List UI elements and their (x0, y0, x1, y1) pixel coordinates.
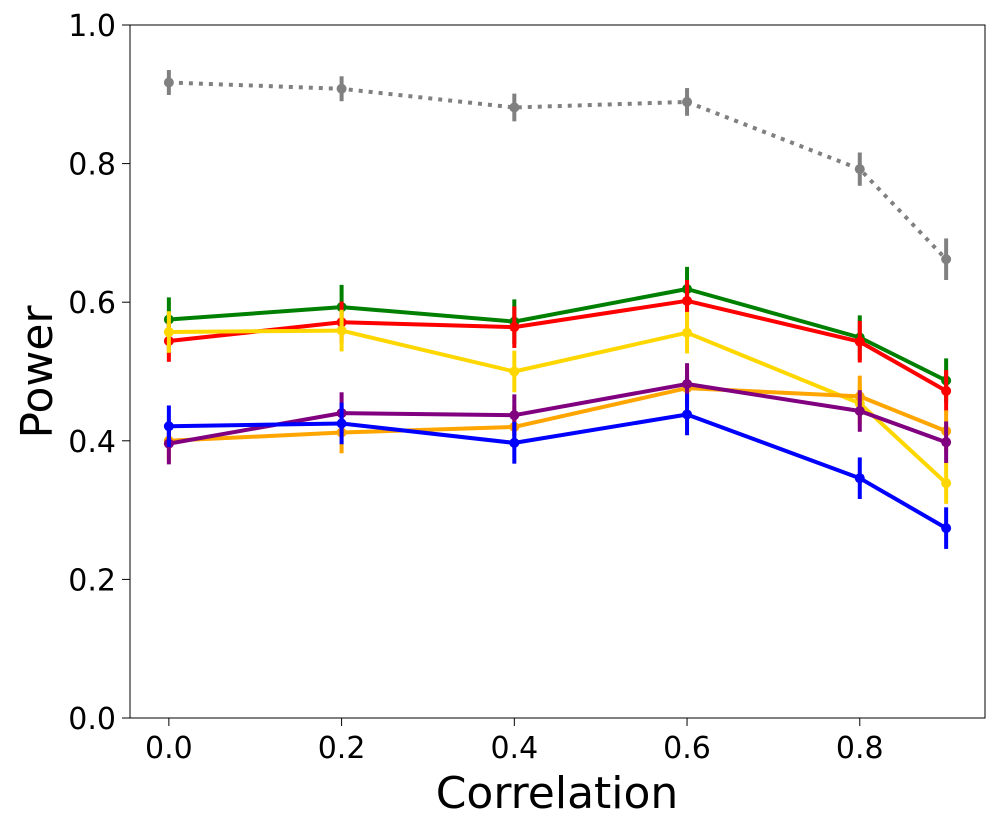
data-point-purple (941, 437, 952, 448)
series-line-orange (168, 386, 947, 443)
data-point-blue (941, 523, 952, 534)
y-tick-label: 0.0 (68, 702, 116, 737)
x-tick-label: 0.6 (663, 731, 711, 766)
data-point-gray (854, 164, 865, 175)
x-tick-label: 0.8 (836, 731, 884, 766)
data-point-gold (163, 326, 174, 337)
data-point-blue (854, 473, 865, 484)
data-point-blue (163, 421, 174, 432)
series-layer (163, 70, 952, 549)
series-line-gray (168, 80, 948, 261)
data-point-gold (682, 327, 693, 338)
data-point-purple (854, 406, 865, 417)
y-tick-label: 1.0 (68, 9, 116, 44)
data-point-red (509, 322, 520, 333)
data-point-gold (336, 325, 347, 336)
series-line-purple (168, 382, 947, 446)
y-axis-label: Power (12, 305, 63, 439)
y-tick-label: 0.6 (68, 286, 116, 321)
x-axis-ticks: 0.0 0.2 0.4 0.6 0.8 (145, 718, 884, 766)
y-axis-ticks: 0.0 0.2 0.4 0.6 0.8 1.0 (68, 9, 130, 737)
data-point-purple (509, 410, 520, 421)
data-point-red (854, 336, 865, 347)
data-point-blue (682, 409, 693, 420)
series-blue (163, 393, 952, 549)
data-point-blue (336, 418, 347, 429)
data-point-gray (509, 102, 520, 113)
data-point-gray (336, 83, 347, 94)
data-point-purple (682, 378, 693, 389)
series-line-red (168, 298, 948, 393)
series-gray (163, 70, 952, 281)
data-point-gold (941, 478, 952, 489)
data-point-gold (509, 366, 520, 377)
x-tick-label: 0.0 (145, 731, 193, 766)
x-tick-label: 0.2 (318, 731, 366, 766)
data-point-red (941, 385, 952, 396)
x-tick-label: 0.4 (490, 731, 538, 766)
y-tick-label: 0.4 (68, 425, 116, 460)
data-point-red (682, 295, 693, 306)
data-point-gray (163, 77, 174, 88)
y-tick-label: 0.8 (68, 148, 116, 183)
plot-area (129, 24, 986, 719)
series-line-green (168, 287, 947, 383)
data-point-gray (941, 254, 952, 265)
x-axis-label: Correlation (436, 768, 679, 819)
y-tick-label: 0.2 (68, 563, 116, 598)
data-point-blue (509, 437, 520, 448)
series-line-blue (168, 412, 948, 530)
data-point-gray (682, 96, 693, 107)
